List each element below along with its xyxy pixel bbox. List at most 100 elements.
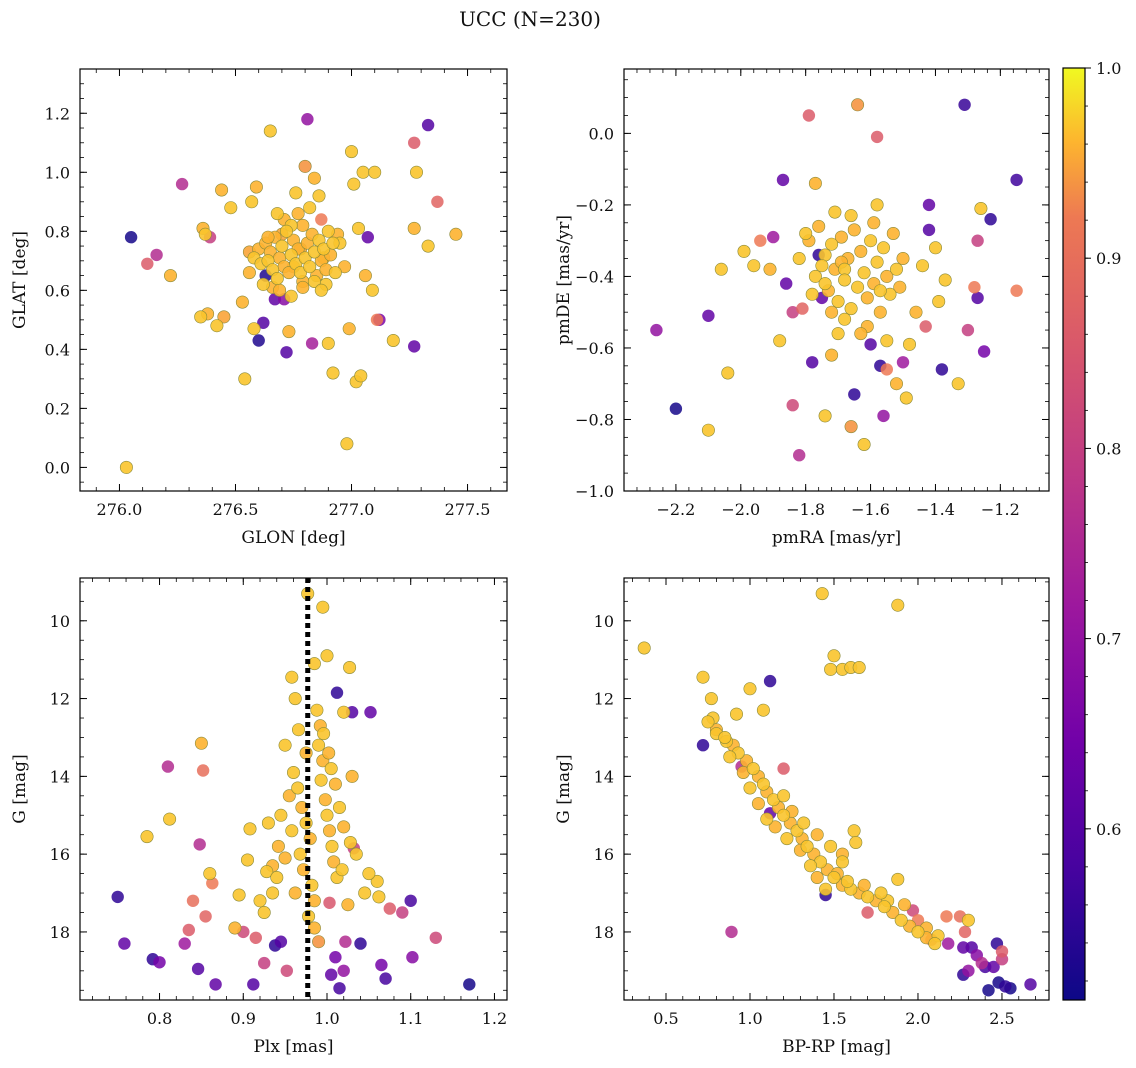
data-point xyxy=(847,824,861,838)
data-point xyxy=(305,337,319,350)
x-tick-label: −1.6 xyxy=(851,500,890,519)
data-point xyxy=(253,894,267,908)
data-point xyxy=(844,420,858,434)
data-point xyxy=(245,195,259,209)
data-point xyxy=(974,202,988,216)
data-point xyxy=(894,913,908,927)
data-point xyxy=(854,327,868,341)
panel-bottom-right: 0.5 1.0 1.5 2.0 2.5 10 12 14 16 18 BP-RP [mag] G [m… xyxy=(554,577,1050,1057)
data-point xyxy=(315,213,328,226)
data-point xyxy=(260,865,274,879)
data-point xyxy=(252,334,265,347)
data-point xyxy=(266,886,280,900)
data-point xyxy=(840,874,854,888)
axes-frame xyxy=(623,68,1050,492)
data-point xyxy=(312,189,326,203)
data-point xyxy=(1010,173,1023,187)
data-point xyxy=(270,870,284,884)
data-point xyxy=(854,244,868,258)
data-point xyxy=(723,750,737,764)
data-point xyxy=(838,312,852,326)
data-point xyxy=(243,822,257,836)
panels: 276.0 276.5 277.0 277.5 0.0 0.2 0.4 0.6 0.8 1.0 1.… xyxy=(10,68,1050,1057)
data-point xyxy=(877,409,890,423)
data-point xyxy=(864,234,878,248)
y-tick-label: −0.2 xyxy=(575,196,614,215)
data-point xyxy=(792,252,806,266)
data-point xyxy=(270,271,284,285)
data-point xyxy=(280,964,293,977)
data-point xyxy=(928,241,942,255)
data-point xyxy=(118,937,131,950)
data-point xyxy=(756,777,770,791)
data-point xyxy=(314,773,328,787)
data-point xyxy=(880,363,893,376)
data-point xyxy=(328,266,342,280)
data-point xyxy=(889,377,903,391)
x-tick-label: 1.2 xyxy=(482,1009,507,1028)
data-point xyxy=(339,935,352,948)
data-point xyxy=(307,274,321,288)
data-point xyxy=(119,460,133,474)
data-point xyxy=(191,962,205,976)
y-tick-label: −1.0 xyxy=(575,482,614,501)
y-tick-label: 16 xyxy=(594,845,614,864)
data-point xyxy=(971,234,984,247)
data-point xyxy=(825,348,839,362)
data-point xyxy=(351,221,365,235)
data-point xyxy=(278,738,292,752)
y-tick-label: 14 xyxy=(50,767,70,786)
x-axis-label: GLON [deg] xyxy=(241,528,345,548)
data-point xyxy=(325,968,338,981)
data-point xyxy=(737,244,751,258)
data-point xyxy=(354,369,368,383)
data-point xyxy=(335,863,349,877)
x-tick-label: 2.5 xyxy=(989,1009,1014,1028)
data-point xyxy=(873,305,887,319)
data-point xyxy=(161,760,175,773)
data-point xyxy=(899,391,913,405)
data-point xyxy=(942,937,955,950)
data-point xyxy=(111,890,124,904)
data-point xyxy=(962,964,975,977)
data-point xyxy=(880,269,894,283)
data-point xyxy=(320,808,334,822)
data-point xyxy=(819,882,833,896)
x-tick-label: −2.0 xyxy=(721,500,760,519)
data-point xyxy=(209,978,222,991)
data-point xyxy=(368,165,382,179)
data-point xyxy=(957,941,970,954)
data-point xyxy=(701,715,715,729)
data-point xyxy=(891,872,905,886)
data-point xyxy=(293,266,307,280)
data-point xyxy=(257,316,270,329)
data-point xyxy=(298,159,312,173)
data-point xyxy=(320,649,334,663)
data-point xyxy=(714,262,728,276)
data-point xyxy=(776,173,790,187)
data-point xyxy=(210,319,224,333)
data-point xyxy=(825,305,839,319)
data-point xyxy=(241,853,255,867)
data-point xyxy=(857,878,871,892)
y-tick-label: −0.8 xyxy=(575,410,614,429)
data-point xyxy=(777,808,791,822)
data-point xyxy=(285,824,299,838)
data-point xyxy=(810,870,824,884)
data-point xyxy=(314,283,328,297)
y-tick-label: 12 xyxy=(50,690,70,709)
data-point xyxy=(406,951,419,964)
data-point xyxy=(327,855,341,869)
data-point xyxy=(786,306,799,319)
data-point xyxy=(261,816,275,830)
data-point xyxy=(164,269,178,283)
data-point xyxy=(242,266,256,280)
data-point xyxy=(307,894,321,908)
data-point xyxy=(407,221,421,235)
data-point xyxy=(696,670,710,684)
y-tick-label: −0.6 xyxy=(575,339,614,358)
data-point xyxy=(897,898,911,912)
data-point xyxy=(760,812,774,826)
data-point xyxy=(803,859,817,873)
data-point xyxy=(982,984,995,997)
